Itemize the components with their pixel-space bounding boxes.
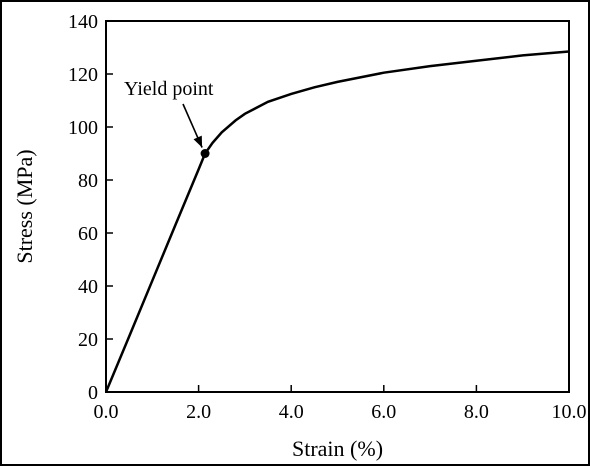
yield-point-arrowhead bbox=[193, 135, 203, 148]
x-tick-label: 6.0 bbox=[371, 401, 396, 423]
y-axis-ticks: 0 20 40 60 80 100 120 140 bbox=[68, 11, 113, 404]
stress-strain-curve bbox=[104, 50, 570, 393]
y-tick-label: 80 bbox=[78, 170, 98, 192]
y-tick-label: 100 bbox=[68, 117, 98, 139]
x-axis-title: Strain (%) bbox=[292, 436, 383, 461]
y-tick-label: 0 bbox=[88, 382, 98, 404]
x-tick-label: 8.0 bbox=[464, 401, 489, 423]
y-tick-label: 140 bbox=[68, 11, 98, 33]
yield-point-label: Yield point bbox=[124, 78, 214, 100]
x-tick-label: 10.0 bbox=[552, 401, 587, 423]
y-axis-title: Stress (MPa) bbox=[12, 149, 37, 263]
x-axis-ticks: 0.0 2.0 4.0 6.0 8.0 10.0 bbox=[94, 385, 587, 423]
yield-point-marker bbox=[200, 149, 210, 158]
x-tick-label: 2.0 bbox=[186, 401, 211, 423]
y-tick-label: 40 bbox=[78, 276, 98, 298]
plot-area bbox=[105, 20, 570, 393]
y-tick-label: 20 bbox=[78, 329, 98, 351]
y-tick-label: 60 bbox=[78, 223, 98, 245]
x-tick-label: 4.0 bbox=[279, 401, 304, 423]
y-tick-label: 120 bbox=[68, 64, 98, 86]
x-tick-label: 0.0 bbox=[94, 401, 119, 423]
